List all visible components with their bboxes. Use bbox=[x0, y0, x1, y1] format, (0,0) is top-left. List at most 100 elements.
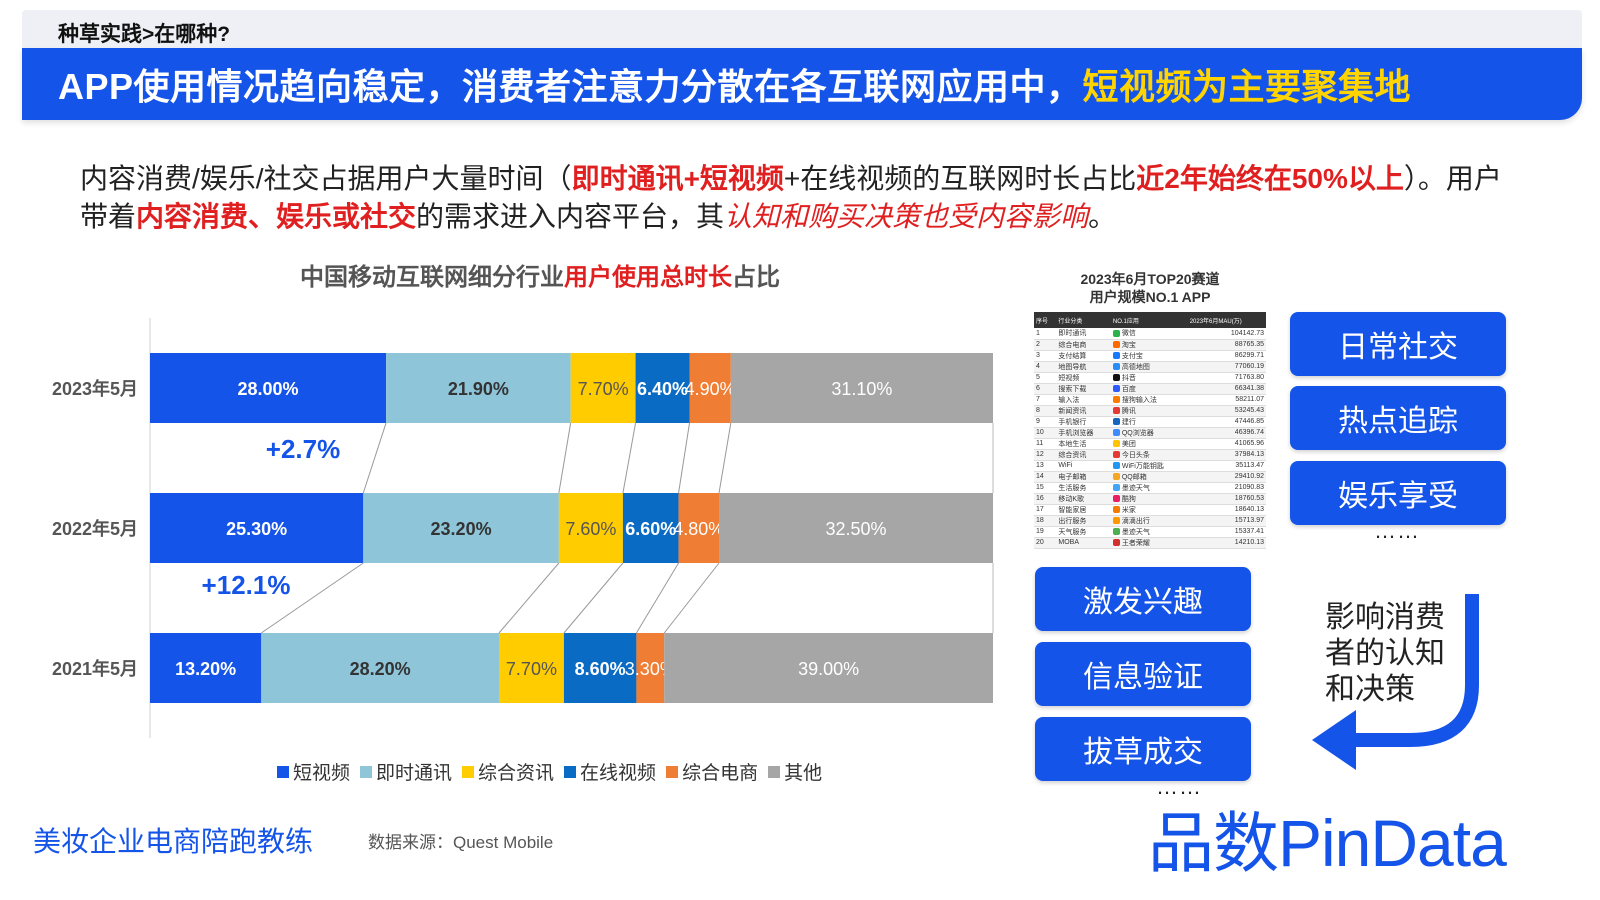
bar-1-2 bbox=[558, 493, 623, 563]
pill-info-verify: 信息验证 bbox=[1035, 642, 1251, 706]
table-row: 10 手机浏览器 QQ浏览器 46396.74 bbox=[1034, 427, 1266, 439]
connector-0-1 bbox=[558, 422, 572, 494]
table-cell: 即时通讯 bbox=[1056, 328, 1111, 340]
chart-legend: 短视频 即时通讯 综合资讯 在线视频 综合电商 其他 bbox=[277, 758, 822, 785]
top20-app-table: 序号 行业分类 NO.1应用 2023年6月MAU(万) 1 即时通讯 微信 104142.… bbox=[1034, 312, 1266, 549]
app-icon bbox=[1112, 539, 1120, 547]
table-cell: 47446.85 bbox=[1187, 416, 1266, 428]
data-label-0-4: 4.90% bbox=[685, 379, 736, 399]
app-icon bbox=[1112, 484, 1120, 492]
data-label-2-2: 7.70% bbox=[506, 659, 557, 679]
table-cell: 20 bbox=[1034, 537, 1057, 549]
table-row: 18 出行服务 滴滴出行 15713.97 bbox=[1034, 515, 1266, 527]
table-cell: QQ邮箱 bbox=[1110, 471, 1188, 483]
ellipsis-left: …… bbox=[1156, 774, 1202, 799]
table-cell: 8 bbox=[1034, 405, 1057, 417]
bar-1-3 bbox=[622, 493, 679, 563]
table-header-3: 2023年6月MAU(万) bbox=[1187, 312, 1266, 328]
table-header-row: 序号 行业分类 NO.1应用 2023年6月MAU(万) bbox=[1034, 312, 1266, 328]
table-cell: 短视频 bbox=[1056, 372, 1111, 384]
table-cell: 35113.47 bbox=[1187, 460, 1266, 472]
data-label-0-5: 31.10% bbox=[831, 379, 892, 399]
table-cell: 15337.41 bbox=[1187, 526, 1266, 538]
table-cell: 15713.97 bbox=[1187, 515, 1266, 527]
legend-swatch-3 bbox=[564, 765, 577, 778]
legend-item-1: 即时通讯 bbox=[360, 758, 452, 785]
table-cell: 18 bbox=[1034, 515, 1057, 527]
table-cell: 18760.53 bbox=[1187, 493, 1266, 505]
data-label-2-3: 8.60% bbox=[575, 659, 626, 679]
data-label-0-3: 6.40% bbox=[637, 379, 688, 399]
legend-swatch-2 bbox=[462, 765, 475, 778]
data-label-1-5: 32.50% bbox=[825, 519, 886, 539]
page-title: APP使用情况趋向稳定，消费者注意力分散在各互联网应用中，短视频为主要聚集地 bbox=[58, 58, 1411, 110]
app-icon bbox=[1112, 407, 1120, 415]
breadcrumb-bar bbox=[22, 10, 1582, 48]
connector-0-4 bbox=[718, 422, 732, 494]
pill-entertainment: 娱乐享受 bbox=[1290, 461, 1506, 525]
connector-1-4 bbox=[663, 562, 720, 634]
table-cell: 天气服务 bbox=[1056, 526, 1111, 538]
table-cell: 输入法 bbox=[1056, 394, 1111, 406]
table-cell: 电子邮箱 bbox=[1056, 471, 1111, 483]
intro-highlight-1: 即时通讯+短视频 bbox=[571, 163, 784, 194]
app-icon bbox=[1112, 418, 1120, 426]
table-row: 11 本地生活 美团 41065.96 bbox=[1034, 438, 1266, 450]
table-cell: 58211.07 bbox=[1187, 394, 1266, 406]
bar-0-4 bbox=[689, 353, 731, 423]
app-icon bbox=[1112, 451, 1120, 459]
table-cell: 29410.92 bbox=[1187, 471, 1266, 483]
legend-item-3: 在线视频 bbox=[564, 758, 656, 785]
app-icon bbox=[1112, 385, 1120, 393]
table-cell: 本地生活 bbox=[1056, 438, 1111, 450]
intro-text-2: +在线视频的互联网时长占比 bbox=[783, 163, 1137, 194]
intro-highlight-2: 近2年始终在50%以上 bbox=[1136, 163, 1404, 194]
table-row: 7 输入法 搜狗输入法 58211.07 bbox=[1034, 394, 1266, 406]
data-label-1-4: 4.80% bbox=[673, 519, 724, 539]
table-row: 13 WiFi WiFi万能钥匙 35113.47 bbox=[1034, 460, 1266, 472]
table-cell: 美团 bbox=[1110, 438, 1188, 450]
connector-1-1 bbox=[498, 562, 560, 634]
bar-0-1 bbox=[386, 353, 571, 423]
app-icon bbox=[1112, 495, 1120, 503]
intro-text-5: 。 bbox=[1088, 201, 1117, 232]
data-label-2-0: 13.20% bbox=[175, 659, 236, 679]
table-row: 12 综合资讯 今日头条 37984.13 bbox=[1034, 449, 1266, 461]
table-header-1: 行业分类 bbox=[1056, 312, 1111, 328]
annotation-0: +2.7% bbox=[266, 434, 340, 464]
table-cell: 综合电商 bbox=[1056, 339, 1111, 351]
table-cell: 淘宝 bbox=[1110, 339, 1188, 351]
table-row: 15 生活服务 墨迹天气 21090.83 bbox=[1034, 482, 1266, 494]
table-cell: 10 bbox=[1034, 427, 1057, 439]
connector-0-2 bbox=[622, 422, 637, 494]
table-title-line1: 2023年6月TOP20赛道 bbox=[1080, 271, 1220, 287]
connector-1-3 bbox=[635, 562, 679, 634]
table-cell: 37984.13 bbox=[1187, 449, 1266, 461]
bar-1-5 bbox=[719, 493, 993, 563]
table-cell: 搜索下载 bbox=[1056, 383, 1111, 395]
table-cell: 墨迹天气 bbox=[1110, 526, 1188, 538]
app-icon bbox=[1112, 528, 1120, 536]
intro-text-4: 的需求进入内容平台，其 bbox=[416, 201, 725, 232]
table-cell: 新闻资讯 bbox=[1056, 405, 1111, 417]
intro-text-1: 内容消费/娱乐/社交占据用户大量时间（ bbox=[80, 163, 572, 194]
table-cell: 出行服务 bbox=[1056, 515, 1111, 527]
legend-label-0: 短视频 bbox=[293, 763, 351, 784]
table-cell: 88765.35 bbox=[1187, 339, 1266, 351]
table-row: 5 短视频 抖音 71763.80 bbox=[1034, 372, 1266, 384]
data-label-1-1: 23.20% bbox=[431, 519, 492, 539]
data-label-0-2: 7.70% bbox=[578, 379, 629, 399]
table-cell: 77060.19 bbox=[1187, 361, 1266, 373]
table-cell: 高德地图 bbox=[1110, 361, 1188, 373]
breadcrumb: 种草实践>在哪种? bbox=[58, 23, 231, 46]
title-banner bbox=[22, 48, 1582, 120]
table-row: 9 手机银行 建行 47446.85 bbox=[1034, 416, 1266, 428]
connector-1-0 bbox=[260, 562, 364, 634]
data-label-2-1: 28.20% bbox=[350, 659, 411, 679]
app-icon bbox=[1112, 429, 1120, 437]
table-row: 4 地图导航 高德地图 77060.19 bbox=[1034, 361, 1266, 373]
app-icon bbox=[1112, 374, 1120, 382]
table-cell: 腾讯 bbox=[1110, 405, 1188, 417]
title-main: APP使用情况趋向稳定，消费者注意力分散在各互联网应用中， bbox=[58, 66, 1083, 107]
table-row: 1 即时通讯 微信 104142.73 bbox=[1034, 328, 1266, 340]
